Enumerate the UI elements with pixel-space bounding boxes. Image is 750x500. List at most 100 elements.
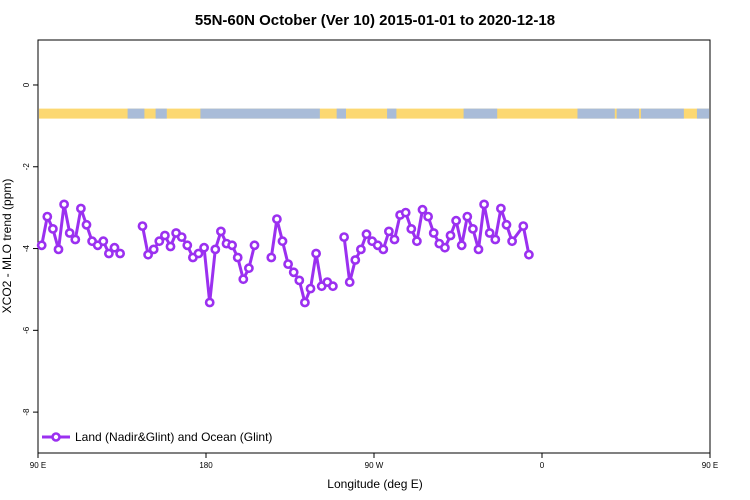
legend-label: Land (Nadir&Glint) and Ocean (Glint)	[75, 430, 272, 444]
data-point	[159, 230, 170, 241]
x-tick-label: 90 E	[702, 461, 718, 470]
y-axis-label: XCO2 - MLO trend (ppm)	[0, 179, 14, 314]
land-segment	[463, 108, 498, 119]
data-point	[327, 281, 338, 292]
data-point	[311, 248, 321, 259]
data-point	[53, 244, 64, 255]
data-point	[227, 240, 237, 251]
data-point	[98, 236, 109, 247]
data-point	[70, 234, 81, 245]
data-point	[115, 248, 125, 259]
data-point	[76, 203, 86, 214]
data-point	[294, 275, 305, 286]
data-point	[361, 229, 372, 240]
data-point	[137, 221, 148, 231]
data-point	[215, 226, 226, 237]
data-point	[417, 204, 428, 215]
data-point	[154, 236, 165, 247]
land-segment	[387, 108, 397, 119]
data-point	[411, 236, 422, 247]
y-tick-label: -4	[22, 244, 31, 252]
x-tick-label: 90 W	[365, 461, 384, 470]
data-point	[484, 228, 495, 238]
data-point	[467, 223, 478, 234]
x-axis-label: Longitude (deg E)	[327, 477, 422, 491]
y-tick-label: -6	[22, 326, 31, 334]
land-ocean-band	[39, 108, 709, 119]
y-tick-label: -2	[22, 163, 31, 171]
data-point	[210, 244, 221, 255]
data-point	[518, 221, 529, 231]
data-point	[243, 263, 254, 274]
data-point	[299, 297, 310, 308]
data-point	[344, 277, 355, 287]
data-series	[36, 199, 534, 308]
data-point	[266, 252, 277, 263]
data-point	[283, 259, 293, 269]
data-point	[378, 244, 389, 255]
data-point	[339, 232, 349, 242]
data-point	[462, 211, 473, 222]
x-axis: 90 E 180 90 W 0 90 E	[30, 453, 718, 470]
data-point	[238, 274, 249, 285]
data-point	[355, 244, 366, 255]
data-point	[204, 297, 215, 308]
data-point	[165, 241, 176, 252]
x-tick-label: 180	[199, 461, 213, 470]
data-point	[479, 199, 489, 210]
data-point	[473, 244, 484, 255]
data-point	[271, 214, 282, 224]
land-segment	[577, 108, 615, 119]
x-tick-label: 90 E	[30, 461, 46, 470]
data-point	[288, 267, 299, 278]
land-segment	[696, 108, 709, 119]
data-point	[406, 223, 417, 234]
land-segment	[127, 108, 145, 119]
data-point	[305, 283, 316, 294]
data-point	[199, 242, 209, 253]
data-point	[193, 248, 204, 259]
data-point	[423, 211, 433, 222]
y-axis: 0 -2 -4 -6 -8	[22, 82, 38, 416]
data-point	[383, 226, 394, 237]
data-point	[176, 232, 187, 242]
data-point	[451, 215, 461, 226]
data-point	[59, 199, 69, 210]
data-point	[350, 255, 361, 265]
data-point	[445, 230, 456, 241]
data-point	[104, 248, 114, 259]
y-tick-label: 0	[22, 82, 31, 87]
data-point	[148, 244, 159, 255]
data-point	[490, 234, 501, 245]
land-segment	[640, 108, 684, 119]
data-point	[277, 236, 288, 247]
data-point	[182, 240, 193, 251]
data-point	[428, 228, 439, 238]
ocean-band	[39, 108, 709, 119]
data-point	[439, 242, 450, 253]
legend: Land (Nadir&Glint) and Ocean (Glint)	[42, 430, 272, 444]
data-point	[64, 228, 75, 238]
data-point	[36, 240, 47, 251]
data-point	[456, 240, 467, 251]
data-point	[232, 252, 243, 263]
data-point	[249, 240, 260, 251]
land-segment	[616, 108, 640, 119]
data-point	[389, 234, 400, 245]
data-point	[501, 219, 512, 230]
data-point	[48, 223, 58, 234]
data-point	[109, 242, 120, 253]
data-point	[400, 207, 411, 218]
land-segment	[336, 108, 346, 119]
legend-marker-swatch	[51, 432, 61, 442]
x-tick-label: 0	[540, 461, 545, 470]
data-point	[42, 211, 53, 222]
data-point	[495, 203, 506, 214]
data-point	[524, 249, 534, 260]
y-tick-label: -8	[22, 408, 31, 416]
data-point	[507, 236, 517, 247]
chart-title: 55N-60N October (Ver 10) 2015-01-01 to 2…	[195, 12, 555, 29]
land-segment	[200, 108, 320, 119]
land-segment	[155, 108, 167, 119]
